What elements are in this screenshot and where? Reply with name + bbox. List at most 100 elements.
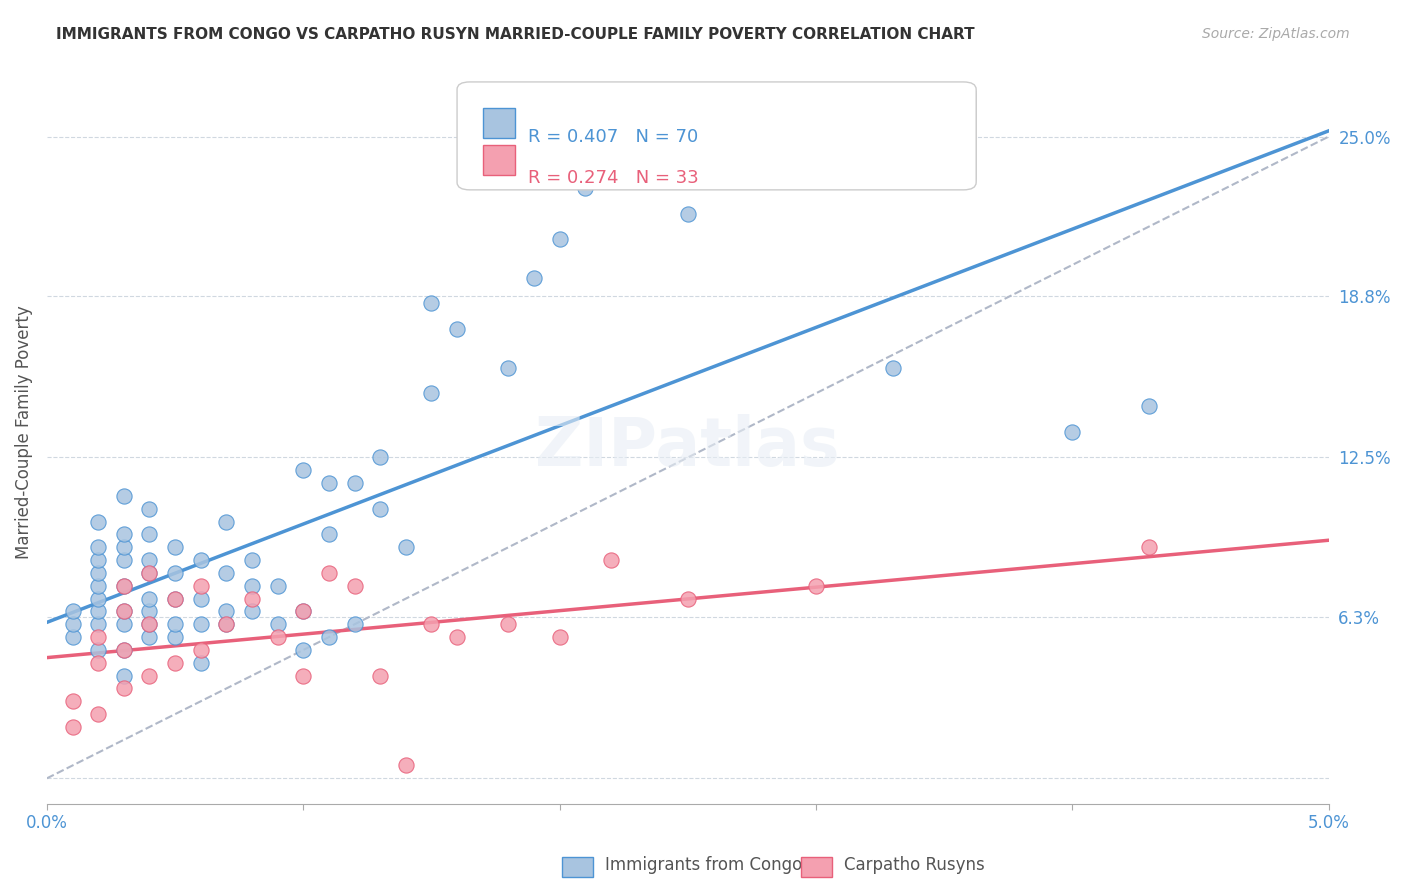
Immigrants from Congo: [395, 541, 418, 555]
Text: Source: ZipAtlas.com: Source: ZipAtlas.com: [1202, 27, 1350, 41]
Immigrants from Congo: [112, 579, 135, 593]
Carpatho Rusyns: [599, 553, 621, 567]
Carpatho Rusyns: [446, 630, 468, 644]
Carpatho Rusyns: [676, 591, 699, 606]
Immigrants from Congo: [240, 553, 263, 567]
Carpatho Rusyns: [420, 617, 443, 632]
Bar: [482, 145, 515, 175]
Y-axis label: Married-Couple Family Poverty: Married-Couple Family Poverty: [15, 305, 32, 558]
Carpatho Rusyns: [343, 579, 366, 593]
Immigrants from Congo: [62, 617, 84, 632]
Immigrants from Congo: [292, 643, 315, 657]
Carpatho Rusyns: [165, 656, 187, 670]
Immigrants from Congo: [266, 579, 288, 593]
Immigrants from Congo: [112, 605, 135, 619]
Immigrants from Congo: [420, 386, 443, 401]
FancyBboxPatch shape: [464, 86, 976, 186]
Immigrants from Congo: [138, 566, 160, 580]
Immigrants from Congo: [240, 579, 263, 593]
Immigrants from Congo: [87, 643, 110, 657]
Immigrants from Congo: [292, 463, 315, 477]
Immigrants from Congo: [548, 232, 571, 246]
Text: N = 33: N = 33: [637, 160, 700, 178]
Carpatho Rusyns: [498, 617, 520, 632]
Text: N = 70: N = 70: [637, 120, 699, 137]
Immigrants from Congo: [112, 668, 135, 682]
Immigrants from Congo: [574, 181, 596, 195]
Carpatho Rusyns: [87, 656, 110, 670]
Immigrants from Congo: [446, 322, 468, 336]
Immigrants from Congo: [240, 605, 263, 619]
Carpatho Rusyns: [292, 668, 315, 682]
Immigrants from Congo: [215, 566, 238, 580]
Immigrants from Congo: [215, 515, 238, 529]
Immigrants from Congo: [728, 155, 751, 169]
Immigrants from Congo: [87, 579, 110, 593]
Immigrants from Congo: [62, 630, 84, 644]
Carpatho Rusyns: [804, 579, 827, 593]
Immigrants from Congo: [165, 591, 187, 606]
Immigrants from Congo: [523, 270, 546, 285]
Carpatho Rusyns: [112, 605, 135, 619]
Immigrants from Congo: [112, 527, 135, 541]
Carpatho Rusyns: [292, 605, 315, 619]
Immigrants from Congo: [87, 541, 110, 555]
Immigrants from Congo: [138, 630, 160, 644]
Immigrants from Congo: [138, 553, 160, 567]
Immigrants from Congo: [215, 617, 238, 632]
Text: IMMIGRANTS FROM CONGO VS CARPATHO RUSYN MARRIED-COUPLE FAMILY POVERTY CORRELATIO: IMMIGRANTS FROM CONGO VS CARPATHO RUSYN …: [56, 27, 974, 42]
Carpatho Rusyns: [190, 579, 212, 593]
Immigrants from Congo: [420, 296, 443, 310]
Immigrants from Congo: [318, 476, 340, 491]
Immigrants from Congo: [87, 553, 110, 567]
Immigrants from Congo: [87, 515, 110, 529]
Immigrants from Congo: [498, 360, 520, 375]
Text: R = 0.274: R = 0.274: [495, 160, 586, 178]
Carpatho Rusyns: [215, 617, 238, 632]
Immigrants from Congo: [138, 501, 160, 516]
Text: Immigrants from Congo: Immigrants from Congo: [605, 855, 801, 873]
Immigrants from Congo: [165, 566, 187, 580]
Immigrants from Congo: [87, 605, 110, 619]
Carpatho Rusyns: [318, 566, 340, 580]
Immigrants from Congo: [292, 605, 315, 619]
Immigrants from Congo: [112, 489, 135, 503]
Immigrants from Congo: [215, 605, 238, 619]
Carpatho Rusyns: [87, 707, 110, 722]
Immigrants from Congo: [368, 501, 391, 516]
Carpatho Rusyns: [87, 630, 110, 644]
Carpatho Rusyns: [112, 579, 135, 593]
Immigrants from Congo: [62, 605, 84, 619]
Immigrants from Congo: [882, 360, 904, 375]
Immigrants from Congo: [112, 553, 135, 567]
Immigrants from Congo: [318, 527, 340, 541]
Immigrants from Congo: [343, 476, 366, 491]
Carpatho Rusyns: [240, 591, 263, 606]
Immigrants from Congo: [165, 630, 187, 644]
Immigrants from Congo: [676, 206, 699, 220]
Carpatho Rusyns: [112, 681, 135, 696]
Immigrants from Congo: [190, 553, 212, 567]
Carpatho Rusyns: [165, 591, 187, 606]
Carpatho Rusyns: [368, 668, 391, 682]
Text: Carpatho Rusyns: Carpatho Rusyns: [844, 855, 984, 873]
Immigrants from Congo: [87, 617, 110, 632]
Immigrants from Congo: [112, 541, 135, 555]
Immigrants from Congo: [138, 591, 160, 606]
Text: R = 0.407   N = 70: R = 0.407 N = 70: [527, 128, 697, 146]
Carpatho Rusyns: [138, 566, 160, 580]
Carpatho Rusyns: [138, 668, 160, 682]
Carpatho Rusyns: [1137, 541, 1160, 555]
Immigrants from Congo: [1137, 399, 1160, 413]
FancyBboxPatch shape: [457, 82, 976, 190]
Carpatho Rusyns: [112, 643, 135, 657]
Text: ZIPatlas: ZIPatlas: [536, 414, 839, 480]
Immigrants from Congo: [138, 527, 160, 541]
Immigrants from Congo: [87, 591, 110, 606]
Immigrants from Congo: [318, 630, 340, 644]
Immigrants from Congo: [266, 617, 288, 632]
Carpatho Rusyns: [548, 630, 571, 644]
Immigrants from Congo: [190, 591, 212, 606]
Carpatho Rusyns: [62, 720, 84, 734]
Immigrants from Congo: [1062, 425, 1084, 439]
